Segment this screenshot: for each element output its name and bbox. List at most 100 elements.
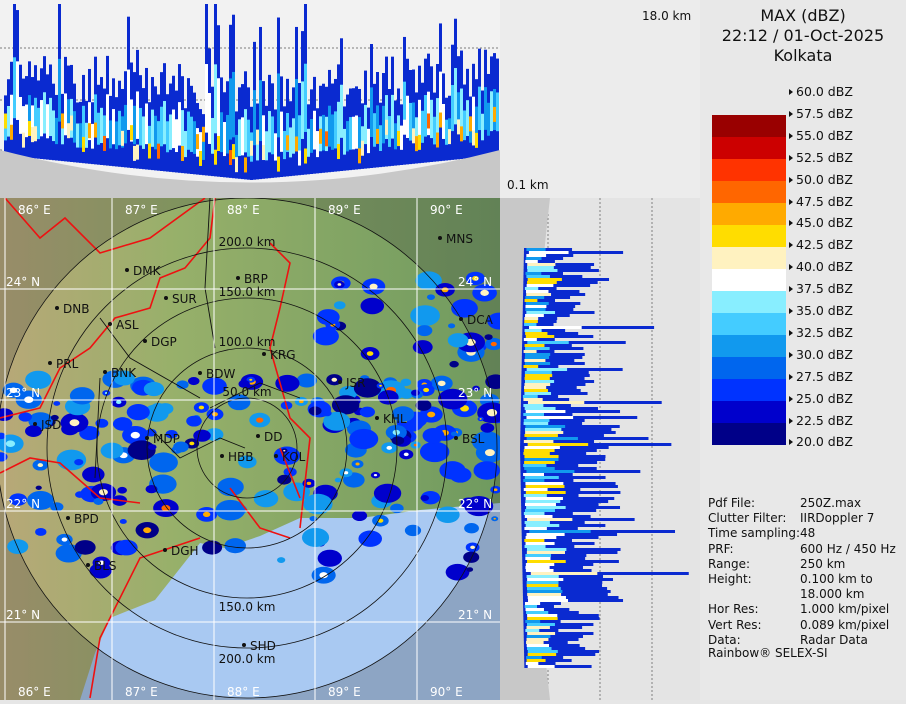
echo-row bbox=[520, 485, 618, 488]
station-marker[interactable] bbox=[145, 436, 149, 440]
echo-cell bbox=[277, 474, 292, 485]
echo-core bbox=[523, 512, 545, 515]
echo-core bbox=[49, 97, 52, 137]
station-marker[interactable] bbox=[454, 436, 458, 440]
echo-core bbox=[112, 109, 115, 145]
echo-core bbox=[427, 113, 430, 129]
echo-core bbox=[259, 80, 262, 142]
station-marker[interactable] bbox=[108, 322, 112, 326]
station-marker[interactable] bbox=[262, 352, 266, 356]
radar-map[interactable]: 86° E 86° E 87° E 87° E 88° E 88° E 89° E 89° E… bbox=[0, 198, 500, 700]
echo-core bbox=[148, 143, 151, 159]
echo-core bbox=[61, 113, 64, 129]
range-ring-label: 150.0 km bbox=[219, 285, 276, 299]
echo-row bbox=[521, 530, 676, 533]
echo-core bbox=[493, 106, 496, 122]
echo-row bbox=[520, 416, 638, 419]
echo-core bbox=[403, 81, 406, 133]
echo-core bbox=[319, 572, 328, 579]
station-marker[interactable] bbox=[256, 434, 260, 438]
station-marker[interactable] bbox=[103, 370, 107, 374]
echo-core bbox=[523, 488, 548, 491]
echo-row bbox=[522, 341, 626, 344]
echo-cell bbox=[410, 389, 420, 396]
echo-cell bbox=[9, 493, 27, 506]
echo-row bbox=[521, 377, 585, 380]
product-datetime: 22:12 / 01-Oct-2025 bbox=[721, 26, 885, 45]
station-marker[interactable] bbox=[438, 236, 442, 240]
echo-core bbox=[100, 107, 103, 144]
echo-core bbox=[525, 347, 550, 350]
legend-swatch bbox=[712, 269, 786, 291]
station-marker[interactable] bbox=[125, 268, 129, 272]
below-beam-mask bbox=[0, 150, 500, 198]
info-value: 0.100 km to bbox=[800, 572, 873, 586]
station-marker[interactable] bbox=[459, 317, 463, 321]
echo-core bbox=[355, 462, 360, 466]
station-marker[interactable] bbox=[33, 422, 37, 426]
station-marker[interactable] bbox=[274, 454, 278, 458]
echo-core bbox=[523, 473, 545, 476]
station-marker[interactable] bbox=[55, 306, 59, 310]
echo-cell bbox=[27, 490, 55, 510]
echo-cell bbox=[420, 495, 430, 502]
echo-core bbox=[525, 620, 541, 623]
station-label: SHD bbox=[250, 639, 276, 653]
station-marker[interactable] bbox=[338, 380, 342, 384]
echo-core bbox=[448, 129, 451, 145]
info-key: Clutter Filter: bbox=[708, 511, 787, 526]
station-marker[interactable] bbox=[198, 371, 202, 375]
echo-core bbox=[271, 116, 274, 155]
echo-core bbox=[524, 323, 537, 326]
station-marker[interactable] bbox=[66, 516, 70, 520]
echo-cell bbox=[373, 483, 402, 503]
echo-cell bbox=[126, 404, 150, 421]
echo-row bbox=[523, 638, 579, 641]
echo-core bbox=[525, 296, 545, 299]
echo-core bbox=[212, 412, 218, 417]
echo-core bbox=[298, 115, 301, 153]
range-ring bbox=[0, 198, 498, 699]
echo-core bbox=[415, 117, 418, 146]
legend-label: 60.0 dBZ bbox=[789, 84, 853, 99]
station-marker[interactable] bbox=[163, 548, 167, 552]
station-label: DNB bbox=[63, 302, 89, 316]
station-marker[interactable] bbox=[236, 276, 240, 280]
echo-core bbox=[525, 482, 564, 485]
echo-core bbox=[364, 104, 367, 145]
echo-core bbox=[526, 641, 544, 644]
echo-row bbox=[520, 491, 621, 494]
station-label: HBB bbox=[228, 450, 254, 464]
echo-core bbox=[299, 399, 304, 404]
echo-core bbox=[526, 548, 567, 551]
echo-core bbox=[337, 283, 342, 286]
station-marker[interactable] bbox=[48, 361, 52, 365]
echo-core bbox=[523, 494, 547, 497]
echo-core bbox=[523, 413, 544, 416]
echo-core bbox=[525, 524, 560, 527]
site-name: Kolkata bbox=[773, 46, 833, 65]
echo-cell bbox=[112, 417, 133, 431]
echo-row bbox=[523, 632, 594, 635]
station-marker[interactable] bbox=[86, 563, 90, 567]
info-value: 0.089 km/pixel bbox=[800, 617, 890, 632]
station-marker[interactable] bbox=[220, 454, 224, 458]
station-marker[interactable] bbox=[242, 643, 246, 647]
station-marker[interactable] bbox=[164, 296, 168, 300]
legend-label: 27.5 dBZ bbox=[789, 369, 853, 384]
echo-core bbox=[247, 119, 250, 157]
echo-cell bbox=[399, 388, 414, 399]
echo-row bbox=[523, 296, 571, 299]
echo-core bbox=[527, 593, 562, 596]
legend-swatch bbox=[712, 379, 786, 401]
station-marker[interactable] bbox=[143, 339, 147, 343]
echo-core bbox=[316, 131, 319, 158]
echo-row bbox=[524, 656, 564, 659]
echo-cell bbox=[202, 377, 227, 395]
echo-row bbox=[520, 479, 574, 482]
station-marker[interactable] bbox=[375, 416, 379, 420]
echo-core bbox=[238, 119, 241, 156]
station-label: BSL bbox=[462, 432, 485, 446]
radar-map-canvas[interactable]: 86° E 86° E 87° E 87° E 88° E 88° E 89° E 89° E… bbox=[0, 198, 500, 700]
echo-core bbox=[493, 488, 498, 492]
